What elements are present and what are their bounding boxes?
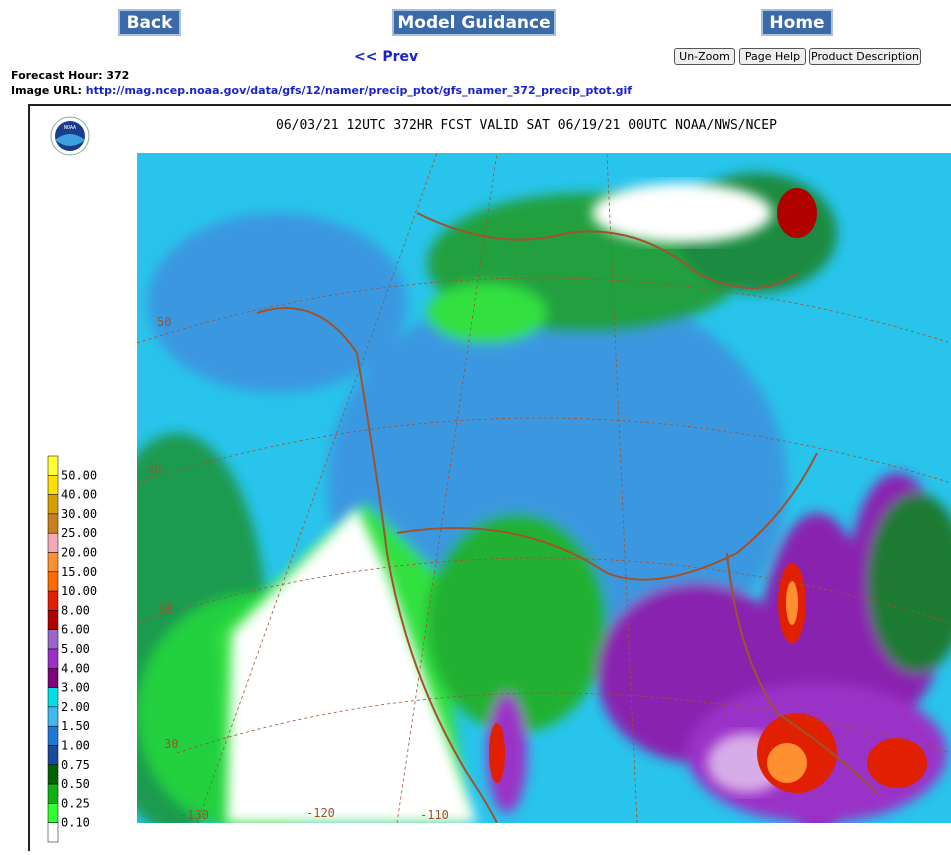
legend-label: 25.00: [61, 526, 97, 540]
lat-label: 50: [157, 315, 171, 329]
unzoom-button[interactable]: Un-Zoom: [674, 48, 735, 65]
product-description-button[interactable]: Product Description: [809, 48, 921, 65]
legend-label: 50.00: [61, 468, 97, 482]
legend-label: 0.10: [61, 816, 90, 830]
lon-label: -120: [306, 806, 335, 820]
home-button[interactable]: Home: [761, 9, 833, 36]
legend-swatch: [47, 571, 59, 592]
legend-swatch: [47, 610, 59, 630]
legend-label: 5.00: [61, 642, 90, 656]
legend-label: 6.00: [61, 623, 90, 637]
legend-label: 20.00: [61, 546, 97, 560]
legend-swatch: [47, 648, 59, 669]
legend-swatch: [47, 803, 59, 823]
legend-label: 40.00: [61, 488, 97, 502]
legend-label: 15.00: [61, 565, 97, 579]
legend-swatch: [47, 475, 59, 495]
legend-label: 0.50: [61, 777, 90, 791]
precip-field: [137, 153, 951, 823]
prev-link[interactable]: << Prev: [354, 49, 419, 65]
lat-label: 30: [158, 602, 172, 616]
legend-swatch: [47, 532, 59, 553]
legend-swatch: [47, 706, 59, 727]
legend-label: 0.25: [61, 796, 90, 810]
map-title: 06/03/21 12UTC 372HR FCST VALID SAT 06/1…: [276, 118, 777, 133]
lat-label: 40: [147, 463, 161, 477]
legend-swatch: [47, 494, 59, 515]
legend-label: 10.00: [61, 584, 97, 598]
value: 372: [106, 69, 130, 82]
legend-label: 1.00: [61, 739, 90, 753]
forecast-hour: Forecast Hour: 372: [11, 69, 129, 82]
legend-swatch: [47, 629, 59, 650]
legend-label: 8.00: [61, 603, 90, 617]
legend-swatch: [47, 822, 59, 843]
map-image: NOAA 06/03/21 12UTC 372HR FCST VALID SAT…: [47, 116, 951, 843]
legend-label: 1.50: [61, 719, 90, 733]
legend-label: 0.75: [61, 758, 90, 772]
legend-swatch: [47, 745, 59, 766]
lon-label: -110: [420, 808, 449, 822]
legend-swatch: [47, 552, 59, 573]
legend-swatch: [47, 764, 59, 785]
legend-label: 3.00: [61, 681, 90, 695]
label: Forecast Hour:: [11, 69, 103, 82]
legend-label: 30.00: [61, 507, 97, 521]
legend-label: 4.00: [61, 661, 90, 675]
legend-swatch: [47, 590, 59, 611]
legend-swatch: [47, 783, 59, 804]
legend-swatch: [47, 668, 59, 688]
label: Image URL:: [11, 84, 82, 97]
model-guidance-button[interactable]: Model Guidance: [392, 9, 556, 36]
map-frame: NOAA 06/03/21 12UTC 372HR FCST VALID SAT…: [28, 104, 951, 851]
legend-swatch: [47, 687, 59, 708]
legend: 50.00 40.00 30.00 25.00 20.00 15.00 10.00 8.00 6…: [47, 455, 97, 843]
legend-label: 2.00: [61, 700, 90, 714]
legend-swatch: [47, 455, 59, 476]
page-help-button[interactable]: Page Help: [739, 48, 806, 65]
legend-swatch: [47, 725, 59, 746]
back-button[interactable]: Back: [118, 9, 181, 36]
map-logo: NOAA: [50, 116, 90, 156]
url-link[interactable]: http://mag.ncep.noaa.gov/data/gfs/12/nam…: [85, 84, 633, 97]
legend-swatch: [47, 513, 59, 534]
axis-labels: 50 40 30 30 -130 -120 -110: [147, 315, 449, 822]
lat-label: 30: [164, 737, 178, 751]
image-url: Image URL: http://mag.ncep.noaa.gov/data…: [11, 84, 632, 97]
lon-label: -130: [180, 808, 209, 822]
logo-text: NOAA: [64, 125, 76, 131]
